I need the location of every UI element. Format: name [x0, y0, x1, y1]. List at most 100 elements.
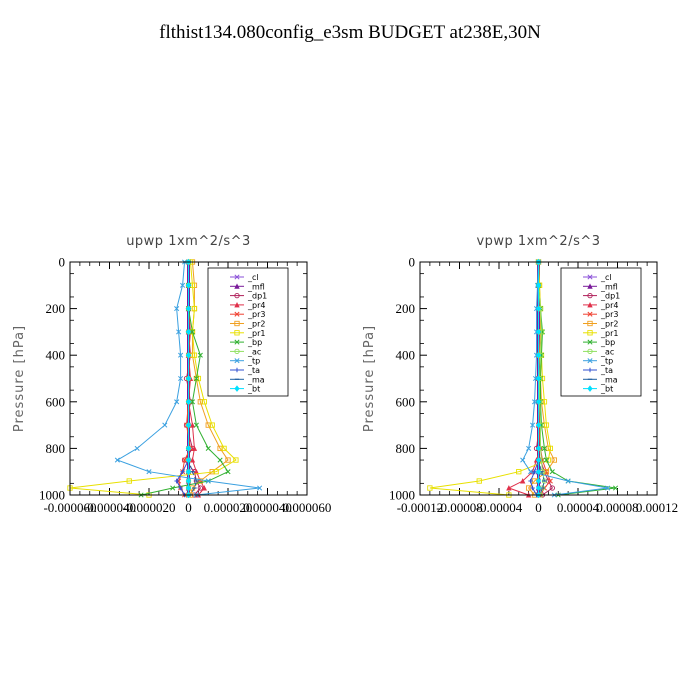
legend-item: _ac: [230, 347, 261, 356]
x-tick-label: -0.00004: [476, 500, 523, 515]
legend-marker: [234, 367, 240, 373]
plot-frame: [69, 261, 308, 496]
data-point: [193, 375, 199, 382]
legend-item: _tp: [230, 357, 260, 366]
data-point: [205, 445, 211, 451]
series-tp: [114, 259, 263, 498]
legend-label: _ma: [600, 375, 618, 384]
legend-marker: [587, 320, 593, 327]
data-point: [531, 399, 538, 405]
data-point: [189, 329, 196, 335]
x-tick-label: -0.000020: [122, 500, 175, 515]
data-point: [126, 478, 132, 484]
vpwp-panel: vpwp 1xm^2/s^3 Pressure [hPa] 0 200 400 600 80…: [362, 234, 678, 515]
data-point: [530, 422, 536, 428]
legend-marker: [587, 367, 593, 373]
data-point: [612, 485, 619, 491]
data-point: [225, 469, 231, 475]
data-point: [201, 485, 207, 491]
data-point: [535, 328, 542, 336]
legend-item: _pr1: [583, 329, 618, 338]
series-bt: [535, 258, 542, 499]
data-point: [201, 399, 207, 405]
data-point: [535, 375, 542, 382]
legend-label: _bp: [600, 338, 615, 347]
x-tick-label: -0.00008: [436, 500, 483, 515]
data-point: [520, 457, 526, 463]
legend-label: _pr2: [600, 320, 618, 329]
legend-marker: [234, 385, 240, 392]
data-point: [185, 456, 192, 464]
legend-marker: [587, 348, 593, 355]
data-point: [197, 352, 203, 358]
legend-marker: [234, 311, 240, 317]
data-point: [520, 478, 526, 484]
data-point: [535, 351, 542, 359]
data-point: [516, 469, 522, 475]
legend-label: _ac: [247, 347, 261, 356]
x-tick-label: 0.00008: [596, 500, 638, 515]
legend-item: _pr4: [583, 301, 618, 310]
x-tick-label: 0: [535, 500, 542, 515]
data-point: [185, 351, 192, 359]
legend-item: _cl: [583, 273, 612, 282]
data-point: [543, 422, 550, 428]
x-tick-label: 0.000020: [204, 500, 253, 515]
data-point: [217, 457, 223, 463]
legend-label: _pr3: [600, 310, 618, 319]
legend-marker: [587, 385, 593, 392]
y-tick-label: 200: [46, 301, 66, 316]
legend-marker: [234, 283, 240, 289]
legend-marker: [234, 320, 240, 327]
legend-item: _ma: [583, 375, 618, 384]
data-point: [193, 422, 199, 428]
data-point: [185, 305, 192, 312]
data-point: [551, 457, 557, 463]
legend-label: _pr4: [600, 301, 618, 310]
legend-item: _pr2: [583, 320, 618, 329]
legend-label: _pr1: [600, 329, 618, 338]
x-tick-label: -0.00012: [397, 500, 444, 515]
data-point: [565, 478, 571, 484]
legend-label: _pr4: [247, 301, 265, 310]
data-point: [185, 477, 192, 485]
legend-item: _pr2: [230, 320, 265, 329]
y-tick-label: 600: [46, 394, 66, 409]
series-line: [522, 261, 608, 496]
data-point: [174, 478, 179, 484]
legend-item: _ta: [583, 366, 613, 375]
data-point: [506, 485, 512, 491]
y-tick-label: 1000: [389, 488, 415, 503]
data-point: [189, 399, 196, 405]
legend-label: _mfl: [600, 282, 618, 291]
legend-item: _tp: [583, 357, 613, 366]
data-point: [170, 485, 176, 491]
y-tick-label: 1000: [39, 488, 65, 503]
data-point: [547, 478, 553, 484]
legend: _cl_mfl_dp1_pr4_pr3_pr2_pr1_bp_ac_tp_ta_…: [560, 267, 642, 397]
legend-label: _tp: [600, 357, 613, 366]
data-point: [180, 469, 185, 474]
legend-marker: [234, 292, 240, 299]
data-point: [185, 445, 192, 452]
data-point: [181, 457, 188, 463]
legend-marker: [587, 311, 593, 317]
legend-item: _ma: [230, 375, 265, 384]
data-point: [427, 485, 433, 491]
data-point: [205, 478, 211, 484]
data-point: [189, 422, 196, 428]
x-tick-label: 0.000060: [283, 500, 332, 515]
x-tick-label: 0: [185, 500, 192, 515]
data-point: [605, 485, 611, 491]
data-point: [174, 399, 180, 405]
series-bt: [185, 258, 192, 499]
x-tick-label: 0.00012: [636, 500, 678, 515]
legend-item: _bp: [583, 338, 615, 347]
data-point: [541, 445, 547, 451]
y-tick-label: 400: [396, 348, 416, 363]
legend-label: _dp1: [247, 292, 267, 301]
data-point: [535, 484, 542, 492]
data-point: [535, 282, 542, 289]
legend-marker: [587, 358, 593, 364]
